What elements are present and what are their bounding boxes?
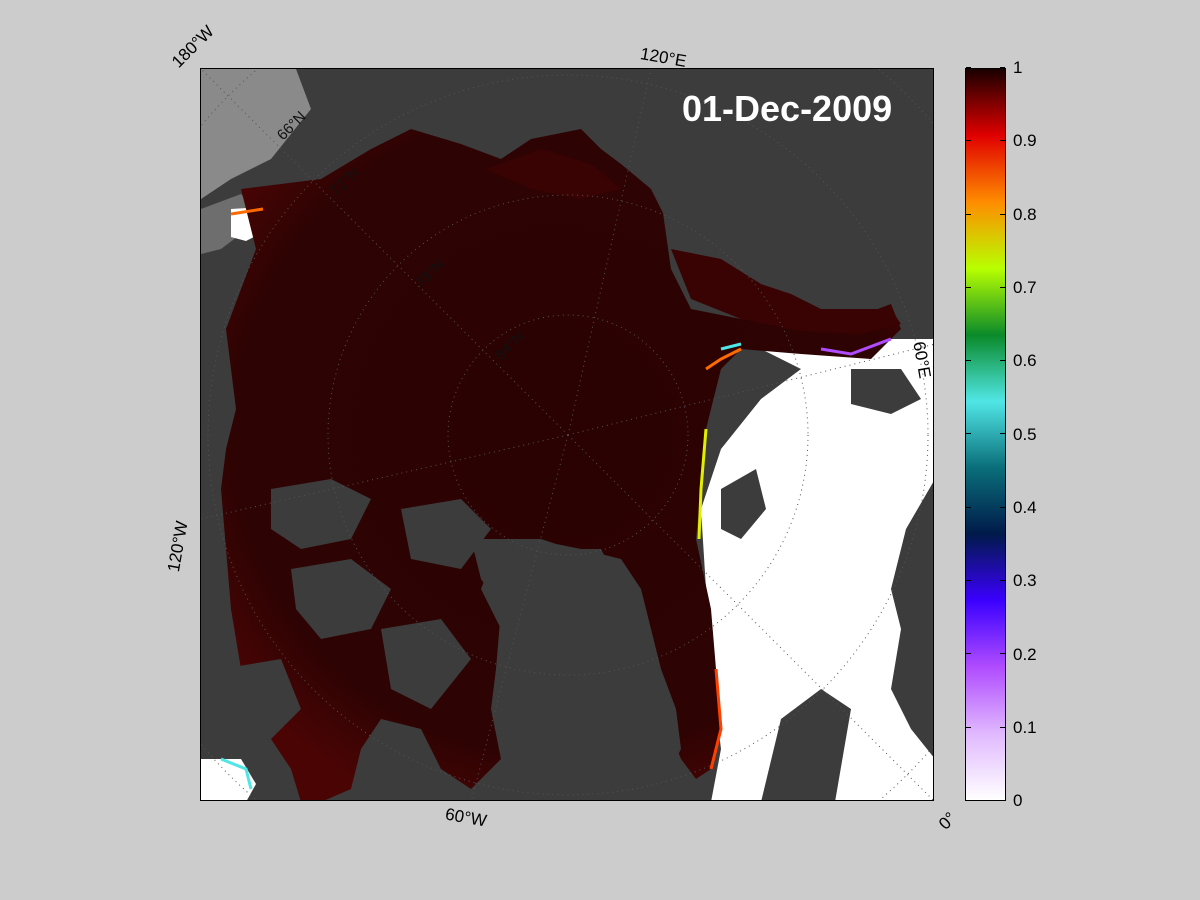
colorbar-tick-0-1: 0.1 [1013,718,1037,737]
ice-edge-6 [220,757,253,790]
colorbar-tick-mark [1000,580,1005,581]
colorbar-tick-mark [1000,433,1005,434]
colorbar-tick-mark [1000,800,1005,801]
colorbar-tick-mark [966,800,971,801]
land-siberia [401,69,933,299]
colorbar-tick-mark [1000,653,1005,654]
light-land-patch [201,69,311,199]
colorbar-tick-mark [966,727,971,728]
lon-label-120w: 120°W [164,519,192,574]
colorbar-tick-mark [966,214,971,215]
land-archipelago-1 [271,479,371,549]
colorbar-tick-0-7: 0.7 [1013,278,1037,297]
sea-ice-kara [671,249,901,334]
colorbar-tick-0-5: 0.5 [1013,425,1037,444]
colorbar-tick-mark [1000,360,1005,361]
map-canvas: 66°N 72°N 78°N 84°N [201,69,933,800]
colorbar-tick-mark [1000,287,1005,288]
colorbar-tick-mark [966,360,971,361]
land-archipelago-4 [221,659,301,749]
colorbar-tick-0-9: 0.9 [1013,131,1037,150]
colorbar-tick-1: 1 [1013,58,1023,77]
colorbar-tick-mark [1000,727,1005,728]
colorbar-tick-0-6: 0.6 [1013,351,1037,370]
colorbar [965,68,1006,801]
colorbar-tick-mark [1000,140,1005,141]
colorbar-tick-0-4: 0.4 [1013,498,1037,517]
graticule [201,69,933,800]
colorbar-tick-mark [966,287,971,288]
colorbar-tick-mark [1000,507,1005,508]
land-iceland-area [761,689,851,800]
colorbar-tick-mark [1000,67,1005,68]
ice-edge-7 [230,207,264,216]
colorbar-tick-0-2: 0.2 [1013,645,1037,664]
land-baffin [381,619,471,709]
lon-label-0: 0° [935,808,960,834]
open-water-hudson [201,759,256,800]
sea-ice-map: 66°N 72°N 78°N 84°N [200,68,934,801]
colorbar-tick-0-8: 0.8 [1013,205,1037,224]
sea-ice-laptev [486,149,621,199]
colorbar-tick-mark [1000,214,1005,215]
ice-edge-3 [720,342,742,351]
colorbar-tick-mark [966,433,971,434]
colorbar-tick-mark [966,507,971,508]
open-water-atlantic [701,339,933,800]
date-label: 01-Dec-2009 [682,88,893,129]
land-scandinavia [891,482,933,757]
ice-edge-5 [820,337,892,356]
colorbar-tick-mark [966,67,971,68]
ice-edge-2 [697,428,708,540]
land-novaya [851,369,921,414]
colorbar-tick-mark [966,140,971,141]
lon-label-180w: 180°W [168,21,218,72]
land-archipelago-2 [291,559,391,639]
land-archipelago-3 [401,499,491,569]
ice-edge-4 [709,668,723,770]
colorbar-tick-mark [966,653,971,654]
colorbar-tick-mark [966,580,971,581]
land-svalbard [721,469,766,539]
colorbar-tick-0: 0 [1013,791,1023,810]
lon-label-60w: 60°W [443,804,489,831]
colorbar-tick-0-3: 0.3 [1013,571,1037,590]
ice-edge-1 [705,347,742,371]
